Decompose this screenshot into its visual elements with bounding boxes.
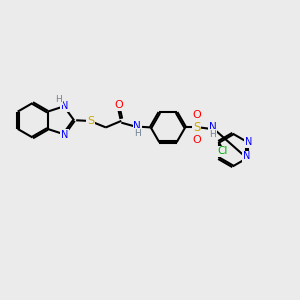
Text: H: H — [55, 95, 62, 104]
Text: H: H — [209, 130, 216, 139]
Text: N: N — [61, 101, 68, 111]
Text: N: N — [209, 122, 216, 132]
Text: O: O — [192, 135, 201, 145]
Text: S: S — [87, 116, 94, 126]
Text: N: N — [243, 152, 250, 161]
Text: O: O — [192, 110, 201, 120]
Text: O: O — [115, 100, 123, 110]
Text: N: N — [245, 137, 252, 147]
Text: H: H — [134, 129, 141, 138]
Text: S: S — [193, 121, 200, 134]
Text: N: N — [134, 121, 141, 131]
Text: Cl: Cl — [217, 146, 227, 156]
Text: N: N — [61, 130, 68, 140]
